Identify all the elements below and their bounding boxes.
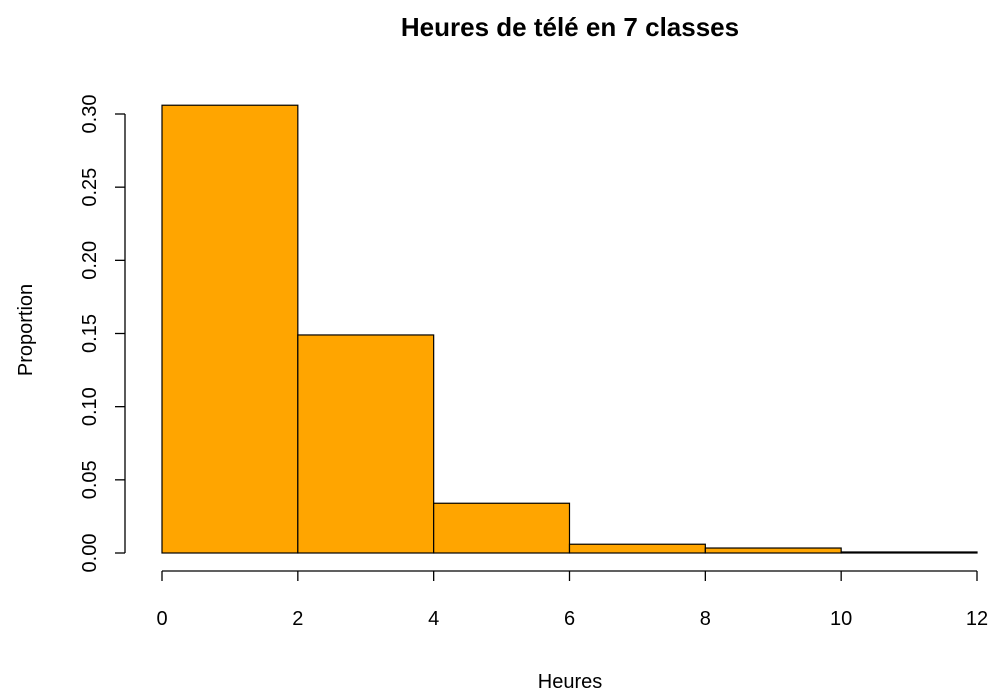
y-tick-label: 0.30 (79, 95, 101, 134)
x-tick-label: 0 (156, 608, 167, 630)
bar (840, 551, 978, 554)
bar (161, 104, 299, 554)
y-tick-label: 0.20 (79, 241, 101, 280)
bar (568, 543, 706, 554)
x-tick-label: 4 (428, 608, 439, 630)
y-tick-label: 0.25 (79, 168, 101, 207)
x-tick-label: 12 (966, 608, 988, 630)
y-tick-label: 0.10 (79, 387, 101, 426)
y-tick-label: 0.00 (79, 534, 101, 573)
bar (433, 502, 571, 554)
y-tick-label: 0.05 (79, 460, 101, 499)
y-axis-label: Proportion (15, 284, 37, 376)
x-tick-label: 10 (830, 608, 852, 630)
x-tick-label: 2 (292, 608, 303, 630)
y-tick-label: 0.15 (79, 314, 101, 353)
x-axis-label: Heures (538, 671, 602, 693)
bar (297, 334, 435, 554)
x-tick-label: 8 (700, 608, 711, 630)
x-tick-label: 6 (564, 608, 575, 630)
bar (704, 547, 842, 554)
chart-title: Heures de télé en 7 classes (401, 12, 739, 42)
